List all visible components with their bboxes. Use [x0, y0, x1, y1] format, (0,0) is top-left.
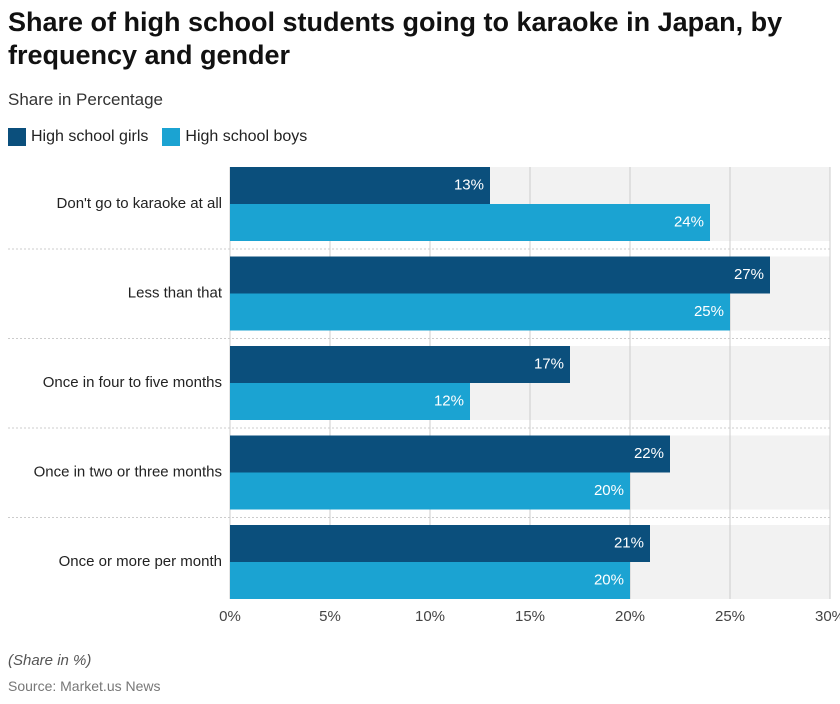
legend-item: High school girls: [8, 128, 148, 146]
legend: High school girls High school boys: [8, 128, 307, 146]
legend-swatch: [162, 128, 181, 146]
bar: [230, 256, 770, 294]
chart-title: Share of high school students going to k…: [8, 7, 783, 70]
y-tick-label: Once in two or three months: [34, 463, 222, 480]
note: (Share in %): [8, 652, 92, 669]
legend-label: High school girls: [31, 128, 149, 145]
bar: [230, 472, 630, 510]
bar: [230, 204, 710, 241]
bar: [230, 525, 650, 562]
bar: [230, 383, 470, 420]
value-label: 27%: [734, 266, 764, 283]
x-tick-label: 20%: [615, 608, 645, 625]
bar: [230, 562, 630, 599]
bar: [230, 167, 490, 204]
legend-swatch: [8, 128, 26, 146]
value-label: 22%: [634, 445, 664, 462]
x-tick-label: 5%: [319, 608, 341, 625]
legend-label: High school boys: [185, 128, 308, 145]
value-label: 17%: [534, 355, 564, 372]
y-tick-label: Less than that: [128, 284, 223, 301]
x-tick-label: 25%: [715, 608, 745, 625]
x-tick-label: 0%: [219, 608, 241, 625]
value-label: 25%: [694, 303, 724, 320]
chart-subtitle: Share in Percentage: [8, 90, 163, 109]
chart: 0% 5% 10% 15% 20% 25% 30% Don't go to karaoke a…: [8, 167, 840, 625]
x-tick-label: 30%: [815, 608, 840, 625]
value-label: 20%: [594, 571, 624, 588]
y-tick-label: Don't go to karaoke at all: [57, 195, 222, 212]
x-tick-label: 15%: [515, 608, 545, 625]
y-tick-label: Once or more per month: [59, 553, 222, 570]
x-tick-label: 10%: [415, 608, 445, 625]
value-label: 12%: [434, 392, 464, 409]
bar: [230, 346, 570, 383]
value-label: 24%: [674, 213, 704, 230]
y-tick-label: Once in four to five months: [43, 374, 222, 391]
value-label: 21%: [614, 534, 644, 551]
source: Source: Market.us News: [8, 678, 161, 694]
legend-item: High school boys: [162, 128, 307, 146]
bar: [230, 293, 730, 331]
bar: [230, 435, 670, 473]
value-label: 13%: [454, 176, 484, 193]
value-label: 20%: [594, 482, 624, 499]
